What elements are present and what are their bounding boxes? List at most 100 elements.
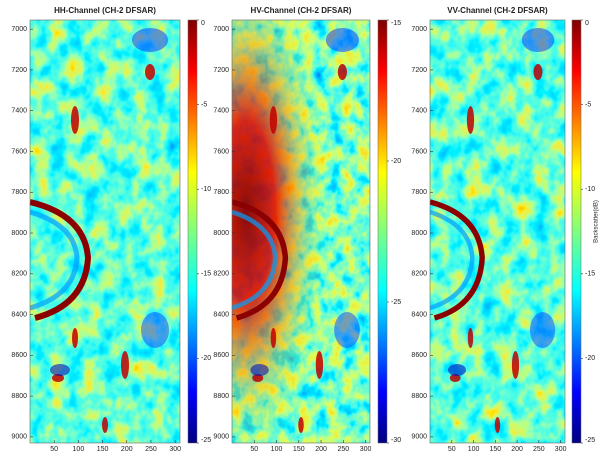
x-tick-label: 150 [489, 446, 501, 452]
x-tick-label: 200 [121, 446, 133, 452]
colorbar-tick-label: -15 [201, 271, 211, 278]
y-tick-label: 9000 [11, 434, 27, 441]
y-tick-label: 8800 [411, 393, 427, 400]
surface-feature [102, 417, 108, 433]
x-tick-label: 200 [315, 446, 327, 452]
image [30, 20, 180, 443]
x-tick-label: 250 [145, 446, 157, 452]
surface-feature [298, 417, 304, 433]
x-tick-label: 250 [533, 446, 545, 452]
colorbar [572, 20, 581, 443]
surface-feature [271, 328, 277, 348]
surface-feature [468, 328, 473, 348]
y-tick-label: 7400 [411, 108, 427, 115]
y-tick-label: 7200 [411, 67, 427, 74]
figure: HH-Channel (CH-2 DFSAR) 7000 7200 7400 7600 7… [0, 0, 608, 452]
x-tick-label: 50 [250, 446, 258, 452]
y-tick-label: 7000 [213, 26, 229, 33]
colorbar-tick-label: -15 [585, 271, 595, 278]
y-tick-label: 7600 [411, 148, 427, 155]
panel-title: HV-Channel (CH-2 DFSAR) [251, 6, 352, 15]
colorbar-tick-label: 0 [201, 20, 205, 27]
y-tick-label: 8800 [11, 393, 27, 400]
dark-patch [530, 312, 555, 348]
x-tick-label: 100 [73, 446, 85, 452]
panel-title: VV-Channel (CH-2 DFSAR) [447, 6, 548, 15]
colorbar [188, 20, 197, 443]
colorbar-label: Backscatter(dB) [594, 200, 600, 243]
y-tick-label: 9000 [411, 434, 427, 441]
y-tick-label: 7600 [213, 148, 229, 155]
colorbar-tick-label: -10 [585, 186, 595, 193]
y-tick-label: 8400 [411, 311, 427, 318]
dark-patch [522, 28, 554, 52]
colorbar-tick-label: -20 [391, 158, 401, 165]
colorbar-tick-label: -25 [585, 437, 595, 444]
y-tick-label: 8800 [213, 393, 229, 400]
y-tick-label: 8600 [213, 352, 229, 359]
x-tick-label: 150 [293, 446, 305, 452]
surface-feature [270, 106, 277, 134]
x-tick-label: 100 [271, 446, 283, 452]
colorbar-tick-label: -15 [391, 20, 401, 27]
x-tick-label: 150 [97, 446, 109, 452]
x-tick-label: 50 [50, 446, 58, 452]
y-tick-label: 9000 [213, 434, 229, 441]
colorbar-tick-label: -10 [201, 186, 211, 193]
dark-patch [326, 28, 359, 52]
colorbar-tick-label: -5 [585, 101, 591, 108]
x-tick-label: 100 [468, 446, 480, 452]
y-tick-label: 8400 [213, 311, 229, 318]
x-tick-label: 50 [448, 446, 456, 452]
x-tick-label: 300 [360, 446, 372, 452]
x-tick-label: 300 [555, 446, 567, 452]
image [232, 20, 370, 443]
y-tick-label: 8400 [11, 311, 27, 318]
surface-feature [495, 417, 500, 433]
y-tick-label: 7400 [11, 108, 27, 115]
x-tick-label: 250 [337, 446, 349, 452]
colorbar-tick-label: -25 [391, 299, 401, 306]
colorbar-tick-label: -5 [201, 101, 207, 108]
y-tick-label: 8200 [411, 271, 427, 278]
x-tick-label: 300 [169, 446, 181, 452]
y-tick-label: 8000 [213, 230, 229, 237]
colorbar-tick-label: -25 [201, 437, 211, 444]
y-tick-label: 7800 [411, 189, 427, 196]
colorbar-tick-label: -20 [201, 355, 211, 362]
page: {"chart_data": [ {"type": "heatmap", "ti… [0, 0, 608, 452]
y-tick-label: 7200 [213, 67, 229, 74]
surface-feature [467, 106, 474, 134]
surface-feature [534, 64, 543, 80]
surface-feature [121, 351, 129, 379]
surface-feature [71, 106, 79, 134]
y-tick-label: 7800 [213, 189, 229, 196]
colorbar-tick-label: -30 [391, 437, 401, 444]
y-tick-label: 8600 [411, 352, 427, 359]
y-tick-label: 8600 [11, 352, 27, 359]
dark-patch [141, 312, 169, 348]
y-tick-label: 8200 [11, 271, 27, 278]
dark-patch [448, 364, 466, 376]
image [430, 20, 565, 443]
dark-patch [132, 28, 168, 52]
surface-feature [338, 64, 347, 80]
colorbar-tick-label: -20 [585, 355, 595, 362]
y-tick-label: 7200 [11, 67, 27, 74]
dark-patch [250, 364, 268, 376]
y-tick-label: 7000 [11, 26, 27, 33]
dark-patch [50, 364, 70, 376]
surface-feature [512, 351, 519, 379]
y-tick-label: 7600 [11, 148, 27, 155]
dark-patch [334, 312, 360, 348]
y-tick-label: 7000 [411, 26, 427, 33]
y-tick-label: 8000 [411, 230, 427, 237]
y-tick-label: 7800 [11, 189, 27, 196]
surface-feature [72, 328, 78, 348]
y-tick-label: 8000 [11, 230, 27, 237]
colorbar [378, 20, 387, 443]
x-tick-label: 200 [511, 446, 523, 452]
panel-title: HH-Channel (CH-2 DFSAR) [54, 6, 156, 15]
surface-feature [316, 351, 323, 379]
colorbar-tick-label: 0 [585, 20, 589, 27]
